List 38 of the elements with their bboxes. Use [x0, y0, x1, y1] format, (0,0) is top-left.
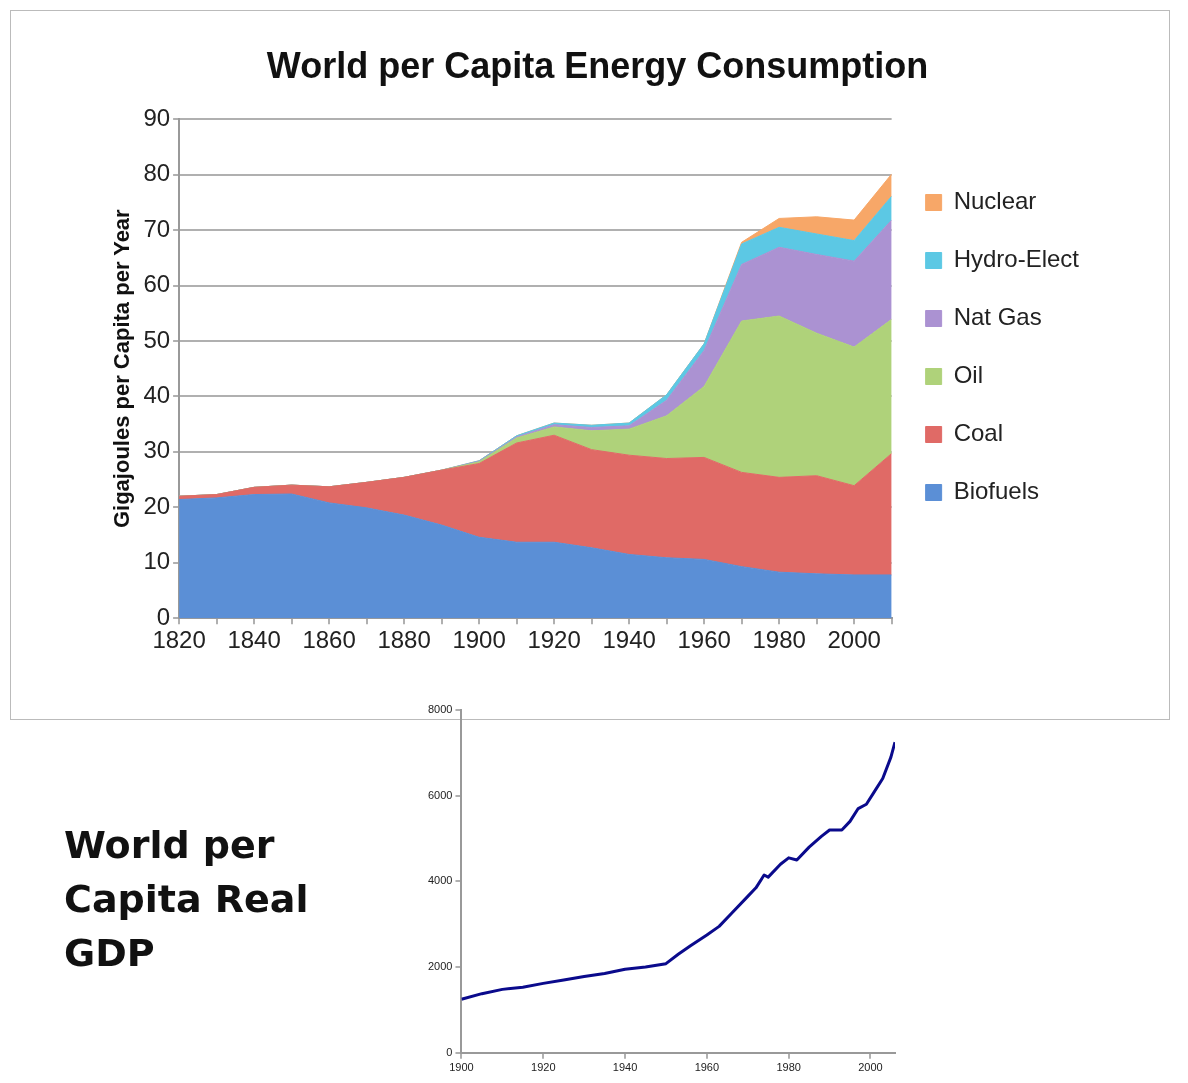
- x-tick-label: 1960: [694, 1061, 720, 1074]
- x-tick-label: 1940: [612, 1061, 638, 1074]
- y-tick-label: 20: [143, 491, 171, 519]
- chart-title: World per Capita Energy Consumption: [266, 44, 929, 86]
- x-tick-label: 1940: [602, 626, 656, 654]
- x-tick-label: 1860: [302, 626, 356, 654]
- x-tick-label: 2000: [827, 626, 881, 654]
- y-tick-label: 0: [446, 1045, 453, 1058]
- x-tick-label: 1960: [677, 626, 731, 654]
- x-tick-label: 1920: [527, 626, 581, 654]
- x-tick-label: 1900: [449, 1061, 474, 1074]
- y-tick-label: 30: [143, 436, 171, 464]
- y-tick-label: 10: [143, 547, 171, 575]
- y-tick-label: 60: [143, 270, 171, 298]
- y-axis-title: Gigajoules per Capita per Year: [109, 208, 135, 529]
- y-tick-label: 90: [143, 103, 171, 131]
- x-tick-label: 1980: [776, 1061, 801, 1074]
- y-tick-label: 6000: [427, 788, 453, 801]
- legend-label: Hydro-Elect: [953, 245, 1080, 273]
- x-tick-label: 1840: [227, 626, 281, 654]
- legend-label: Nat Gas: [953, 303, 1042, 331]
- y-tick-label: 4000: [427, 874, 453, 887]
- x-tick-label: 1920: [531, 1061, 556, 1074]
- legend-label: Biofuels: [953, 477, 1040, 505]
- y-tick-label: 40: [143, 381, 171, 409]
- y-tick-label: 50: [143, 325, 171, 353]
- legend-label: Nuclear: [953, 187, 1037, 215]
- legend-label: Oil: [953, 361, 983, 389]
- x-tick-label: 1900: [452, 626, 506, 654]
- x-tick-label: 1980: [752, 626, 806, 654]
- y-tick-label: 70: [143, 214, 171, 242]
- x-tick-label: 2000: [858, 1061, 883, 1074]
- y-tick-label: 80: [143, 159, 171, 187]
- x-tick-label: 1880: [377, 626, 431, 654]
- y-tick-label: 2000: [427, 960, 453, 973]
- text: World per Capita Real GDP: [64, 822, 310, 977]
- y-tick-label: 8000: [427, 703, 453, 716]
- legend-label: Coal: [953, 419, 1003, 447]
